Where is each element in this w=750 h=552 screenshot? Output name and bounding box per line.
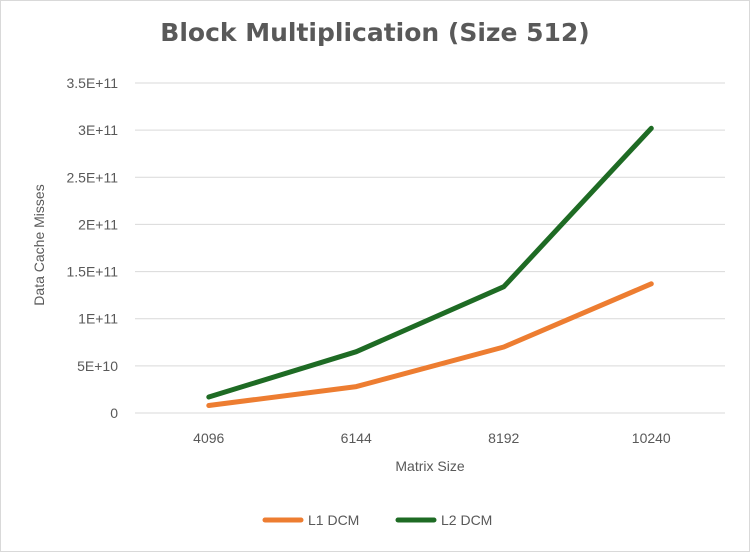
x-tick-label: 8192 [488,430,519,446]
y-axis-ticks: 0 5E+10 1E+11 1.5E+11 2E+11 2.5E+11 3E+11 3.5E+… [66,75,118,421]
legend: L1 DCM L2 DCM [262,512,492,528]
y-tick-label: 0 [110,405,118,421]
x-tick-label: 4096 [193,430,224,446]
y-tick-label: 1E+11 [78,311,118,327]
y-tick-label: 3.5E+11 [66,75,118,91]
x-axis-label: Matrix Size [395,458,464,474]
series-line-l1-dcm [206,281,654,408]
y-tick-label: 1.5E+11 [66,264,118,280]
x-tick-label: 6144 [341,430,372,446]
gridlines [135,82,725,414]
legend-label: L1 DCM [308,512,359,528]
y-tick-label: 2.5E+11 [66,169,118,185]
y-axis-label: Data Cache Misses [31,184,47,305]
y-tick-label: 5E+10 [77,358,118,374]
y-tick-label: 2E+11 [78,216,118,232]
series-line-l2-dcm [206,125,654,400]
x-tick-label: 10240 [632,430,671,446]
x-axis-ticks: 4096 6144 8192 10240 [193,430,671,446]
legend-label: L2 DCM [441,512,492,528]
y-tick-label: 3E+11 [78,122,118,138]
chart-title: Block Multiplication (Size 512) [160,18,590,47]
series-lines [206,125,654,408]
